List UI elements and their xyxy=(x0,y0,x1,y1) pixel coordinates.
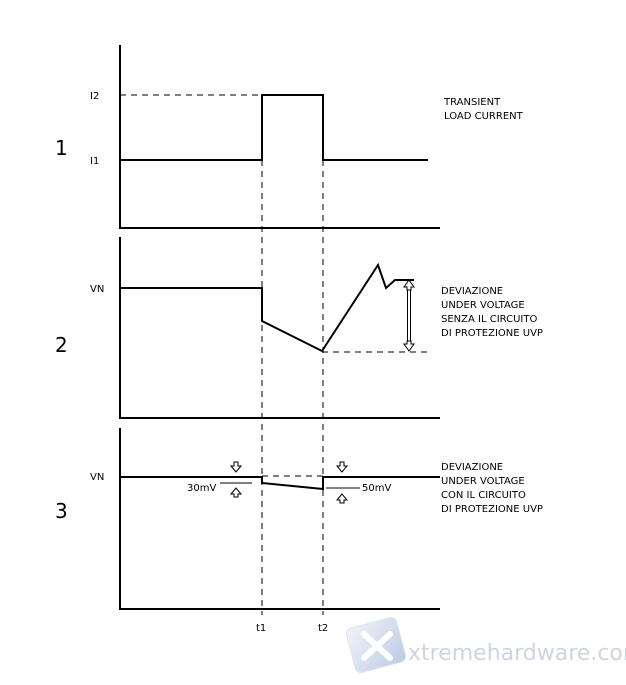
down-arrow-icon xyxy=(229,461,243,473)
description-line: DI PROTEZIONE UVP xyxy=(441,328,543,339)
description-line: UNDER VOLTAGE xyxy=(441,300,525,311)
vn-label: VN xyxy=(90,472,104,483)
watermark-text: xtremehardware.com xyxy=(408,641,626,666)
panel-2-axes xyxy=(119,237,440,419)
panel-3-number: 3 xyxy=(55,499,68,523)
50mv-annotation: 50mV xyxy=(362,483,391,494)
load-current-waveform xyxy=(120,94,428,161)
vn-label: VN xyxy=(90,284,104,295)
description-line: SENZA IL CIRCUITO xyxy=(441,314,537,325)
panel-3-axes xyxy=(119,428,440,610)
description-line: LOAD CURRENT xyxy=(444,111,524,122)
t1-label: t1 xyxy=(256,623,266,634)
i1-label: I1 xyxy=(90,156,99,167)
t2-label: t2 xyxy=(318,623,328,634)
description-line: DI PROTEZIONE UVP xyxy=(441,504,543,515)
up-arrow-icon xyxy=(229,487,243,498)
watermark-logo: xtremehardware.com xyxy=(345,616,626,674)
voltage-without-uvp-waveform xyxy=(120,262,414,353)
description-line: DEVIAZIONE xyxy=(441,286,503,297)
voltage-with-uvp-waveform xyxy=(120,476,440,491)
description-line: UNDER VOLTAGE xyxy=(441,476,525,487)
30mv-annotation: 30mV xyxy=(187,483,216,494)
up-arrow-icon xyxy=(335,493,349,504)
description-line: CON IL CIRCUITO xyxy=(441,490,526,501)
panel-1-axes xyxy=(119,45,440,229)
deviation-double-arrow-icon xyxy=(403,279,415,352)
i2-label: I2 xyxy=(90,91,99,102)
description-line: DEVIAZIONE xyxy=(441,462,503,473)
panel-1-number: 1 xyxy=(55,136,68,160)
down-arrow-icon xyxy=(335,461,349,473)
panel-2-number: 2 xyxy=(55,333,68,357)
description-line: TRANSIENT xyxy=(443,97,501,108)
